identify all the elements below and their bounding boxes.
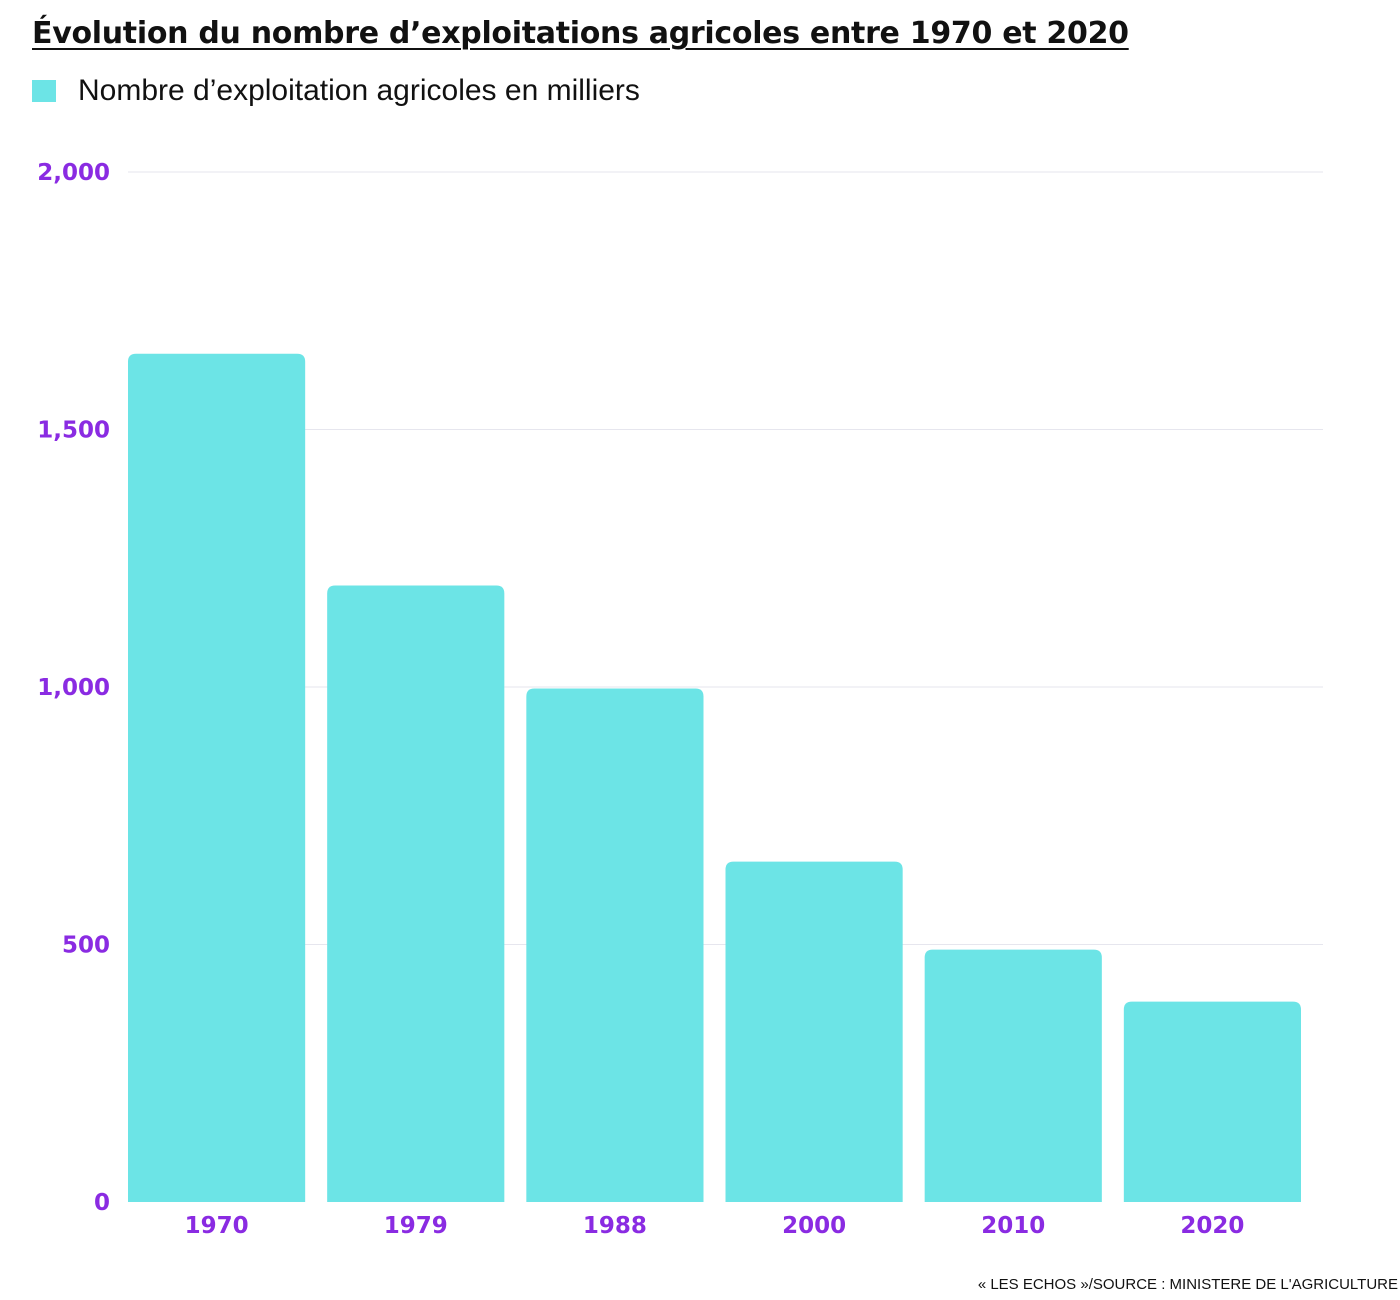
bar-1979 xyxy=(327,585,505,1202)
bar-1970 xyxy=(128,353,306,1202)
bar-2020 xyxy=(1123,1001,1301,1202)
source-credit: « LES ECHOS »/SOURCE : MINISTERE DE L'AG… xyxy=(977,1276,1398,1293)
bar-2010 xyxy=(924,949,1102,1202)
y-tick-label-1500: 1,500 xyxy=(37,418,110,444)
legend: Nombre d’exploitation agricoles en milli… xyxy=(32,74,640,108)
y-tick-label-0: 0 xyxy=(94,1190,110,1216)
x-tick-label-1970: 1970 xyxy=(185,1213,249,1239)
bar-2000 xyxy=(725,861,903,1202)
x-tick-label-1979: 1979 xyxy=(384,1213,448,1239)
legend-label: Nombre d’exploitation agricoles en milli… xyxy=(78,74,640,107)
legend-swatch xyxy=(32,80,56,102)
x-tick-label-2000: 2000 xyxy=(782,1213,846,1239)
chart-title: Évolution du nombre d’exploitations agri… xyxy=(32,16,1129,51)
x-tick-label-2020: 2020 xyxy=(1180,1213,1244,1239)
y-tick-label-500: 500 xyxy=(62,933,110,959)
x-tick-label-1988: 1988 xyxy=(583,1213,647,1239)
y-tick-label-1000: 1,000 xyxy=(37,675,110,701)
x-tick-label-2010: 2010 xyxy=(981,1213,1045,1239)
y-tick-label-2000: 2,000 xyxy=(37,160,110,186)
bar-1988 xyxy=(526,688,704,1202)
